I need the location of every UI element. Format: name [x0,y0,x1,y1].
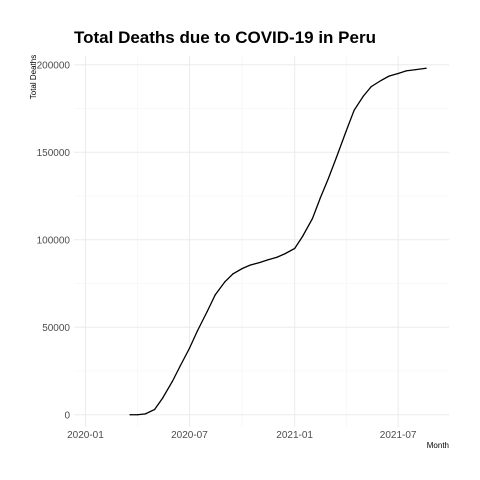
x-tick-label: 2021-01 [276,430,313,441]
x-tick-label: 2020-07 [171,430,208,441]
y-tick-label: 150000 [37,148,71,159]
data-point [259,261,261,264]
x-tick-label: 2020-01 [67,430,104,441]
x-tick-label: 2021-07 [380,430,417,441]
data-point [294,247,296,250]
y-tick-label: 0 [64,410,70,421]
y-tick-labels: 0 50000 100000 150000 200000 [37,60,71,421]
data-point [276,256,278,258]
data-point [214,294,216,296]
data-point [388,75,390,77]
data-point [206,310,208,313]
data-point [224,281,226,283]
data-point [188,347,191,349]
data-point [327,177,329,180]
chart-title: Total Deaths due to COVID-19 in Peru [74,28,376,47]
data-point [232,273,234,275]
data-point [319,197,321,199]
data-point [345,130,347,132]
data-point [425,67,427,69]
major-gridlines [74,56,449,427]
data-point [415,69,417,71]
data-point [335,156,337,159]
data-point [397,72,399,75]
series-layer [129,67,427,416]
data-point [129,414,131,416]
data-point [380,79,382,82]
data-point [405,70,407,72]
data-point [284,253,286,255]
data-point [249,264,251,266]
data-point [154,408,156,411]
data-point [144,413,147,415]
y-tick-label: 200000 [37,60,71,71]
data-point [196,330,199,332]
minor-gridlines [74,56,449,427]
data-point [267,259,269,261]
data-point [171,380,173,383]
data-point [179,365,181,367]
data-point [162,397,164,399]
data-point [311,218,313,220]
data-point [362,95,364,97]
x-tick-labels: 2020-01 2020-07 2021-01 2021-07 [67,430,417,441]
x-axis-label: Month [427,441,449,450]
data-point [136,414,139,416]
data-point [353,109,355,111]
y-tick-label: 100000 [37,235,71,246]
series-line [130,67,427,416]
data-point [302,235,304,237]
data-point [241,268,243,270]
y-tick-label: 50000 [42,323,70,334]
data-point [370,86,372,88]
y-axis-label: Total Deaths [29,55,38,99]
